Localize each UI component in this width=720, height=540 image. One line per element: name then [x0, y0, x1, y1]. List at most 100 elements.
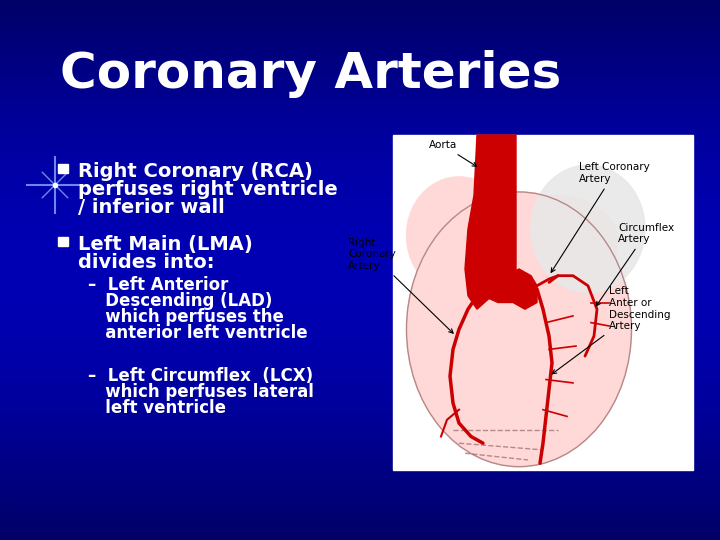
Text: / inferior wall: / inferior wall	[78, 198, 225, 217]
Bar	[0, 281, 720, 286]
Bar	[0, 340, 720, 346]
Bar	[0, 329, 720, 335]
Bar	[0, 362, 720, 367]
Ellipse shape	[531, 165, 645, 293]
Bar	[0, 146, 720, 151]
Bar	[0, 32, 720, 38]
Bar	[0, 286, 720, 292]
Bar	[0, 427, 720, 432]
Bar	[0, 475, 720, 481]
Bar	[0, 432, 720, 437]
Bar	[0, 162, 720, 167]
Bar	[0, 270, 720, 275]
Bar	[0, 113, 720, 119]
Polygon shape	[474, 269, 537, 309]
Bar	[0, 324, 720, 329]
Bar	[0, 70, 720, 76]
Bar	[0, 124, 720, 130]
Text: Coronary Arteries: Coronary Arteries	[60, 50, 562, 98]
Bar	[0, 184, 720, 189]
Bar	[58, 237, 68, 246]
Bar	[0, 346, 720, 351]
Bar	[0, 524, 720, 529]
Bar	[0, 140, 720, 146]
Bar	[0, 529, 720, 535]
Bar	[0, 130, 720, 135]
Bar	[0, 54, 720, 59]
Ellipse shape	[407, 192, 631, 467]
Bar	[0, 227, 720, 232]
Bar	[0, 464, 720, 470]
Bar	[0, 194, 720, 200]
Bar	[0, 200, 720, 205]
Bar	[0, 178, 720, 184]
Bar	[0, 454, 720, 459]
Bar	[0, 356, 720, 362]
Ellipse shape	[498, 195, 618, 289]
Bar	[0, 275, 720, 281]
Text: Right Coronary (RCA): Right Coronary (RCA)	[78, 162, 313, 181]
Text: which perfuses lateral: which perfuses lateral	[88, 383, 314, 401]
Bar	[0, 97, 720, 103]
Bar	[0, 173, 720, 178]
Text: Circumflex
Artery: Circumflex Artery	[596, 222, 674, 306]
Bar	[0, 410, 720, 416]
Text: Left Coronary
Artery: Left Coronary Artery	[551, 163, 649, 272]
Text: which perfuses the: which perfuses the	[88, 308, 284, 326]
Bar	[0, 232, 720, 238]
Text: –  Left Anterior: – Left Anterior	[88, 276, 228, 294]
Bar	[0, 400, 720, 405]
Bar	[0, 92, 720, 97]
Bar	[0, 491, 720, 497]
Bar	[0, 448, 720, 454]
Bar	[0, 0, 720, 5]
Bar	[0, 383, 720, 389]
Bar	[0, 76, 720, 81]
Bar	[0, 238, 720, 243]
Bar	[0, 335, 720, 340]
Bar	[0, 497, 720, 502]
Bar	[0, 437, 720, 443]
Bar	[0, 103, 720, 108]
Bar	[0, 157, 720, 162]
Bar	[0, 189, 720, 194]
Bar	[0, 389, 720, 394]
Bar	[0, 470, 720, 475]
Bar	[0, 443, 720, 448]
Bar	[0, 167, 720, 173]
Text: anterior left ventricle: anterior left ventricle	[88, 324, 307, 342]
Text: Aorta: Aorta	[429, 140, 477, 166]
Bar	[0, 43, 720, 49]
Bar	[0, 86, 720, 92]
Bar	[0, 119, 720, 124]
Bar	[0, 265, 720, 270]
Bar	[0, 216, 720, 221]
Bar	[0, 221, 720, 227]
Bar	[0, 308, 720, 313]
Bar	[0, 535, 720, 540]
Bar	[0, 243, 720, 248]
Ellipse shape	[407, 177, 511, 294]
Bar	[0, 211, 720, 216]
Bar	[0, 518, 720, 524]
Bar	[0, 378, 720, 383]
Bar	[0, 508, 720, 513]
Text: Left
Anter or
Descending
Artery: Left Anter or Descending Artery	[552, 287, 670, 374]
Bar	[0, 205, 720, 211]
Bar	[0, 27, 720, 32]
Bar	[0, 259, 720, 265]
Bar	[0, 319, 720, 324]
Bar	[0, 16, 720, 22]
Bar	[0, 513, 720, 518]
Bar	[0, 248, 720, 254]
Bar	[0, 421, 720, 427]
Bar	[0, 11, 720, 16]
Text: left ventricle: left ventricle	[88, 399, 226, 417]
Bar	[0, 108, 720, 113]
Bar	[0, 38, 720, 43]
Bar	[0, 373, 720, 378]
Bar	[0, 313, 720, 319]
Bar	[393, 135, 693, 470]
Text: divides into:: divides into:	[78, 253, 215, 272]
Bar	[0, 254, 720, 259]
